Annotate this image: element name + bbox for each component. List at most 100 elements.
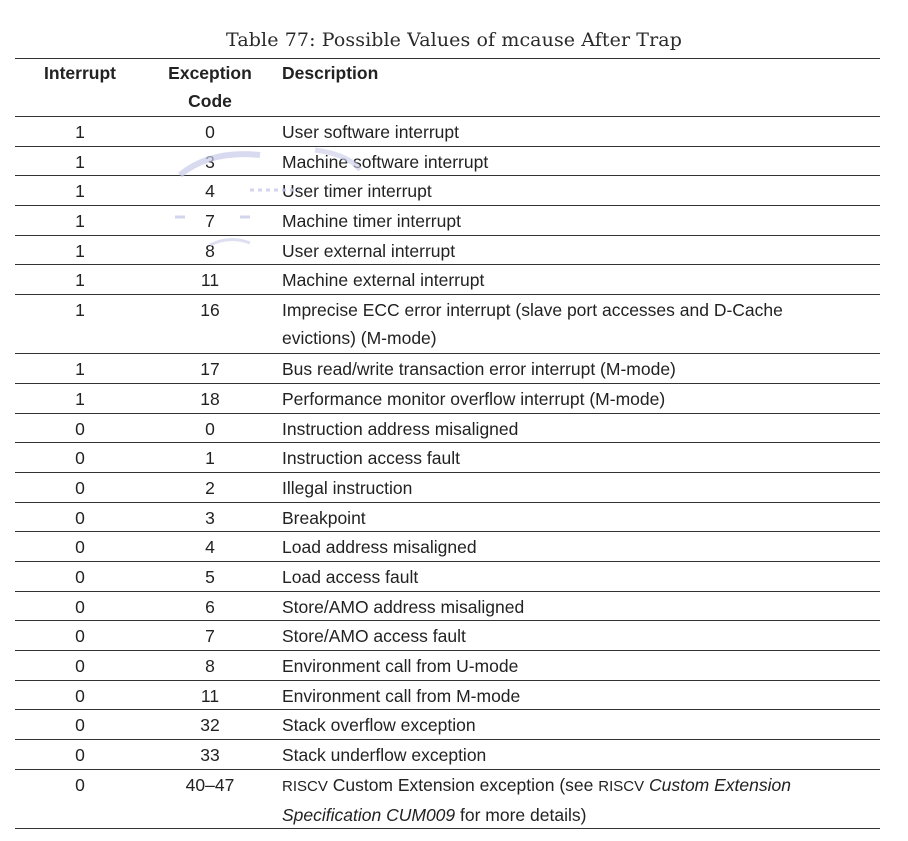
code-cell: 0 — [205, 418, 215, 439]
mcause-table: Interrupt Exception Code Description 1 0… — [15, 58, 880, 829]
interrupt-cell: 0 — [75, 596, 85, 617]
interrupt-cell: 0 — [75, 507, 85, 528]
interrupt-cell: 0 — [75, 448, 85, 469]
code-cell: 33 — [200, 745, 220, 766]
table-row: 0 2 Illegal instruction — [15, 473, 880, 503]
interrupt-cell: 0 — [75, 685, 85, 706]
interrupt-cell: 0 — [75, 745, 85, 766]
description-cell: Environment call from U-mode — [282, 656, 519, 676]
interrupt-cell: 0 — [75, 715, 85, 736]
table-header-row: Interrupt Exception Code Description — [15, 59, 880, 117]
code-cell: 18 — [200, 388, 220, 409]
header-exception-code: Exception Code — [145, 59, 275, 115]
description-text: Custom Extension exception (see — [327, 774, 599, 795]
interrupt-cell: 0 — [75, 626, 85, 647]
description-cell: Performance monitor overflow interrupt (… — [282, 388, 666, 409]
description-cell: User software interrupt — [282, 122, 460, 142]
code-cell: 16 — [200, 300, 220, 321]
interrupt-cell: 0 — [75, 418, 85, 439]
description-cell: Store/AMO access fault — [282, 626, 466, 647]
description-cell: Instruction address misaligned — [282, 418, 519, 439]
code-cell: 3 — [205, 507, 215, 528]
table-row: 0 3 Breakpoint — [15, 503, 880, 533]
code-cell: 40–47 — [185, 774, 235, 795]
code-cell: 32 — [200, 715, 220, 736]
description-line: RISCV Custom Extension exception (see RI… — [282, 771, 852, 801]
description-cell: RISCV Custom Extension exception (see RI… — [282, 771, 852, 829]
table-row: 1 16 Imprecise ECC error interrupt (slav… — [15, 295, 880, 355]
interrupt-cell: 1 — [75, 122, 85, 142]
interrupt-cell: 0 — [75, 656, 85, 676]
header-description: Description — [282, 63, 379, 83]
code-cell: 11 — [200, 270, 220, 291]
table-row: 0 7 Store/AMO access fault — [15, 621, 880, 651]
riscv-label: RISCV — [598, 777, 645, 795]
table-caption: Table 77: Possible Values of mcause Afte… — [226, 29, 682, 51]
interrupt-cell: 1 — [75, 359, 85, 380]
table-row: 1 7 Machine timer interrupt — [15, 206, 880, 236]
description-cell: Breakpoint — [282, 507, 366, 528]
riscv-label: RISCV — [282, 777, 328, 795]
code-cell: 7 — [205, 626, 215, 647]
description-line: Imprecise ECC error interrupt (slave por… — [282, 300, 783, 321]
table-row: 0 32 Stack overflow exception — [15, 710, 880, 741]
description-cell: User timer interrupt — [282, 181, 432, 202]
spec-title-text: Custom Extension — [644, 774, 791, 795]
table-row: 0 0 Instruction address misaligned — [15, 414, 880, 444]
description-cell: Machine external interrupt — [282, 270, 485, 291]
description-cell: Stack underflow exception — [282, 745, 487, 766]
table-row: 0 33 Stack underflow exception — [15, 740, 880, 770]
table-row: 1 18 Performance monitor overflow interr… — [15, 384, 880, 414]
description-cell: Instruction access fault — [282, 448, 460, 469]
interrupt-cell: 1 — [75, 211, 85, 232]
description-cell: Machine timer interrupt — [282, 211, 461, 232]
description-text: for more details) — [455, 804, 587, 825]
table-row: 1 11 Machine external interrupt — [15, 265, 880, 296]
code-cell: 6 — [205, 596, 215, 617]
interrupt-cell: 1 — [75, 151, 85, 172]
interrupt-cell: 1 — [75, 181, 85, 202]
table-row: 0 4 Load address misaligned — [15, 532, 880, 562]
code-cell: 17 — [200, 359, 220, 380]
description-cell: Stack overflow exception — [282, 715, 476, 736]
table-row: 1 3 Machine software interrupt — [15, 147, 880, 177]
interrupt-cell: 1 — [75, 270, 85, 291]
code-cell: 7 — [205, 211, 215, 232]
description-line: evictions) (M-mode) — [282, 328, 437, 349]
description-line: Specification CUM009 for more details) — [282, 801, 852, 829]
description-cell: Store/AMO address misaligned — [282, 596, 525, 617]
interrupt-cell: 0 — [75, 774, 85, 795]
table-row: 0 40–47 RISCV Custom Extension exception… — [15, 770, 880, 829]
description-cell: Machine software interrupt — [282, 151, 489, 172]
table-row: 1 4 User timer interrupt — [15, 176, 880, 207]
description-cell: Load address misaligned — [282, 537, 477, 558]
table-row: 0 1 Instruction access fault — [15, 443, 880, 473]
interrupt-cell: 1 — [75, 300, 85, 321]
interrupt-cell: 1 — [75, 240, 85, 261]
table-row: 0 8 Environment call from U-mode — [15, 651, 880, 681]
table-row: 1 0 User software interrupt — [15, 117, 880, 147]
interrupt-cell: 0 — [75, 566, 85, 587]
code-cell: 8 — [205, 656, 215, 676]
table-row: 0 5 Load access fault — [15, 562, 880, 592]
header-interrupt: Interrupt — [44, 63, 116, 83]
description-cell: Imprecise ECC error interrupt (slave por… — [282, 296, 852, 352]
table-row: 1 17 Bus read/write transaction error in… — [15, 354, 880, 384]
description-cell: Bus read/write transaction error interru… — [282, 359, 676, 380]
code-cell: 0 — [205, 122, 215, 142]
code-cell: 5 — [205, 566, 215, 587]
table-row: 0 11 Environment call from M-mode — [15, 681, 880, 711]
description-cell: User external interrupt — [282, 240, 456, 261]
code-cell: 3 — [205, 151, 215, 172]
interrupt-cell: 0 — [75, 537, 85, 558]
code-cell: 1 — [205, 448, 215, 469]
code-cell: 8 — [205, 240, 215, 261]
description-cell: Load access fault — [282, 566, 419, 587]
header-exception-code-line1: Exception — [168, 63, 252, 83]
header-exception-code-line2: Code — [188, 91, 232, 111]
code-cell: 11 — [200, 685, 220, 706]
description-cell: Illegal instruction — [282, 477, 413, 498]
code-cell: 4 — [205, 537, 215, 558]
spec-title-text: Specification CUM009 — [282, 804, 456, 825]
code-cell: 4 — [205, 181, 215, 202]
